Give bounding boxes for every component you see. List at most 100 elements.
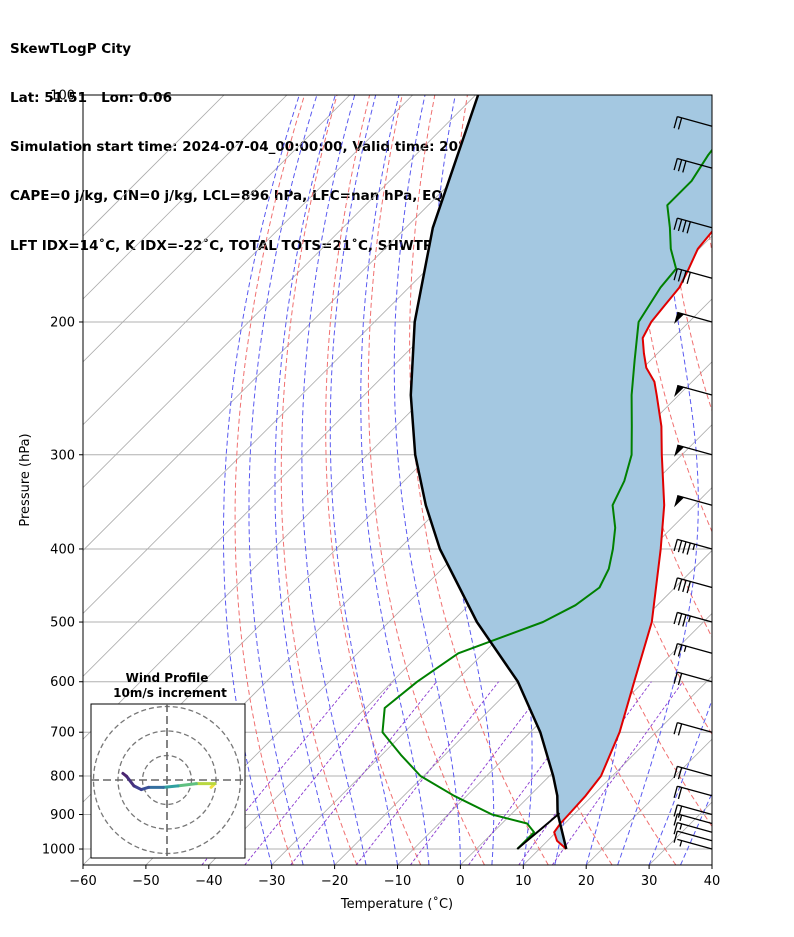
wind-barb-full — [673, 671, 678, 684]
wind-barb-shaft — [677, 821, 713, 833]
x-axis-label: Temperature (˚C) — [340, 896, 453, 912]
wind-barb — [674, 384, 713, 397]
y-axis-label: Pressure (hPa) — [18, 433, 33, 526]
moist-adiabat — [248, 95, 318, 865]
wind-barb — [673, 785, 713, 800]
wind-barb-half — [688, 615, 691, 622]
isotherm — [83, 95, 288, 300]
x-tick-label: −40 — [195, 874, 222, 889]
y-tick-label: 700 — [50, 726, 75, 741]
wind-barb-shaft — [677, 830, 713, 842]
dry-adiabat — [234, 95, 305, 865]
hodograph-subtitle: 10m/s increment — [113, 686, 227, 700]
dry-adiabat — [325, 95, 422, 865]
wind-barb-shaft — [677, 268, 713, 279]
hodograph-title: Wind Profile — [126, 671, 209, 685]
wind-barb-flag — [674, 445, 685, 457]
wind-barb-shaft — [677, 217, 713, 229]
moist-adiabat — [360, 95, 430, 865]
wind-barb-full — [677, 269, 683, 282]
wind-barb-full — [677, 159, 683, 172]
mixing-ratio-line — [244, 681, 394, 865]
y-tick-label: 600 — [50, 675, 75, 690]
wind-barb-full — [677, 219, 683, 232]
hodograph-trace-segment — [121, 771, 129, 778]
wind-barb — [673, 643, 713, 657]
wind-barb — [674, 311, 713, 324]
wind-barb-shaft — [677, 611, 713, 623]
wind-barb-full — [673, 830, 678, 843]
title-line: Lat: 51.51 Lon: 0.06 — [10, 90, 172, 107]
moist-adiabat — [711, 863, 712, 865]
wind-barb-full — [677, 723, 683, 736]
wind-barb-flag — [674, 385, 685, 397]
dry-adiabat — [280, 95, 358, 865]
wind-barb — [673, 268, 713, 284]
temperature-line — [553, 230, 712, 850]
isotherm — [83, 95, 351, 363]
hodograph-panel — [90, 703, 246, 859]
isotherm — [83, 95, 476, 489]
wind-barb-full — [677, 540, 683, 553]
dry-adiabat — [367, 95, 485, 865]
wind-barb — [673, 830, 713, 843]
wind-barb-half — [679, 823, 683, 830]
wind-barb-half — [679, 840, 683, 847]
wind-barb-full — [686, 581, 691, 594]
mixing-ratio-line — [551, 681, 684, 865]
hodograph-trace-segment — [161, 784, 180, 789]
wind-barb-full — [673, 813, 678, 826]
y-tick-label: 400 — [50, 542, 75, 557]
moist-adiabat — [301, 95, 367, 865]
wind-barb — [673, 821, 713, 835]
wind-barb-full — [673, 577, 678, 590]
wind-barb-shaft — [677, 765, 713, 777]
moist-adiabat — [393, 95, 461, 865]
moist-adiabat — [223, 95, 300, 865]
wind-barb-shaft — [677, 643, 713, 654]
wind-barb-full — [677, 805, 683, 818]
y-tick-label: 200 — [50, 315, 75, 330]
wind-barb-full — [677, 787, 683, 800]
wind-barb-flag — [674, 495, 685, 508]
wind-barb — [673, 115, 713, 130]
wind-barb-full — [677, 767, 683, 780]
parcel-path-line — [516, 812, 561, 850]
x-tick-label: 30 — [641, 874, 658, 889]
y-tick-label: 300 — [50, 448, 75, 463]
wind-barb-full — [673, 786, 678, 798]
wind-barb-full — [682, 270, 687, 283]
cape-shading — [410, 95, 712, 849]
wind-barb-full — [682, 580, 687, 593]
wind-barb-full — [677, 644, 683, 657]
hodograph-trace-segment — [176, 782, 198, 788]
wind-barb — [673, 611, 713, 627]
isotherm — [334, 487, 712, 865]
wind-barb-full — [673, 612, 678, 625]
wind-barb-full — [673, 766, 678, 779]
wind-barb-half — [683, 645, 687, 653]
wind-barb-half — [692, 543, 696, 551]
x-tick-label: −50 — [132, 874, 159, 889]
x-tick-label: 40 — [704, 874, 721, 889]
wind-barb-full — [677, 578, 683, 591]
wind-barb-shaft — [677, 813, 713, 825]
mixing-ratio-line — [290, 681, 437, 865]
x-tick-label: −60 — [69, 874, 96, 889]
wind-barb-shaft — [677, 157, 713, 169]
isotherm — [397, 549, 712, 865]
moist-adiabat — [744, 95, 794, 865]
wind-barb-full — [686, 221, 691, 234]
wind-barb-full — [673, 539, 678, 552]
wind-barb — [673, 721, 713, 736]
title-line: SkewTLogP City — [10, 40, 132, 57]
wind-barb-shaft — [677, 804, 713, 816]
moist-adiabat — [680, 792, 712, 865]
wind-barb — [673, 217, 713, 234]
wind-barb — [673, 538, 713, 555]
wind-barb-full — [677, 673, 683, 686]
wind-barb-full — [673, 722, 678, 735]
mixing-ratio-line — [468, 681, 605, 865]
moist-adiabat — [617, 95, 699, 865]
wind-barb-shaft — [677, 785, 713, 797]
